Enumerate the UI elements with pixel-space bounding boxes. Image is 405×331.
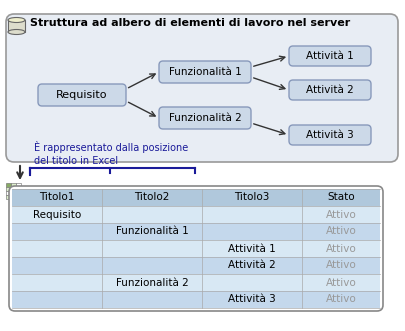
Text: Attività 1: Attività 1 <box>305 51 353 61</box>
Text: Requisito: Requisito <box>56 90 107 100</box>
Bar <box>301 274 379 291</box>
Bar <box>102 206 202 223</box>
Text: Attività 3: Attività 3 <box>228 295 275 305</box>
Bar <box>11 195 16 199</box>
Bar <box>11 187 16 191</box>
FancyBboxPatch shape <box>38 84 126 106</box>
Bar <box>16 183 21 187</box>
Text: Attività 3: Attività 3 <box>305 130 353 140</box>
Text: Funzionalità 1: Funzionalità 1 <box>168 67 241 77</box>
Bar <box>16 191 21 195</box>
Bar <box>202 291 301 308</box>
Bar <box>301 240 379 257</box>
Bar <box>102 223 202 240</box>
Bar <box>102 189 202 206</box>
Bar <box>202 189 301 206</box>
Text: È rappresentato dalla posizione
del titolo in Excel: È rappresentato dalla posizione del tito… <box>34 141 188 166</box>
Text: Attività 1: Attività 1 <box>228 244 275 254</box>
Bar <box>6 187 11 191</box>
Text: Struttura ad albero di elementi di lavoro nel server: Struttura ad albero di elementi di lavor… <box>30 18 350 28</box>
Bar <box>12 274 102 291</box>
FancyBboxPatch shape <box>288 80 370 100</box>
FancyBboxPatch shape <box>9 186 382 311</box>
FancyBboxPatch shape <box>159 107 250 129</box>
Bar <box>301 189 379 206</box>
Bar <box>12 240 102 257</box>
Bar <box>11 191 16 195</box>
Bar <box>16 187 21 191</box>
Bar <box>12 291 102 308</box>
Bar <box>202 240 301 257</box>
Text: Attivo: Attivo <box>325 260 356 270</box>
Text: Titolo3: Titolo3 <box>234 193 269 203</box>
FancyBboxPatch shape <box>6 14 397 162</box>
FancyBboxPatch shape <box>8 20 25 32</box>
Text: Attivo: Attivo <box>325 295 356 305</box>
FancyBboxPatch shape <box>288 46 370 66</box>
Text: Titolo1: Titolo1 <box>39 193 75 203</box>
Bar <box>202 206 301 223</box>
Text: Attività 2: Attività 2 <box>305 85 353 95</box>
Bar <box>11 183 16 187</box>
Bar <box>301 257 379 274</box>
Text: Titolo2: Titolo2 <box>134 193 169 203</box>
Bar <box>12 206 102 223</box>
Ellipse shape <box>8 18 25 23</box>
Bar <box>12 223 102 240</box>
Bar <box>301 223 379 240</box>
Text: Attivo: Attivo <box>325 277 356 288</box>
Bar <box>102 240 202 257</box>
Text: Stato: Stato <box>326 193 354 203</box>
Bar <box>16 195 21 199</box>
Text: Attivo: Attivo <box>325 226 356 237</box>
Bar <box>202 274 301 291</box>
Bar <box>102 257 202 274</box>
Text: Funzionalità 1: Funzionalità 1 <box>115 226 188 237</box>
FancyBboxPatch shape <box>159 61 250 83</box>
Bar <box>12 189 102 206</box>
Bar <box>6 195 11 199</box>
Bar <box>12 257 102 274</box>
Text: Attivo: Attivo <box>325 244 356 254</box>
FancyBboxPatch shape <box>288 125 370 145</box>
Ellipse shape <box>8 29 25 34</box>
Bar <box>301 206 379 223</box>
Bar <box>202 223 301 240</box>
Bar <box>202 257 301 274</box>
Text: Requisito: Requisito <box>33 210 81 219</box>
Bar <box>102 291 202 308</box>
Text: Funzionalità 2: Funzionalità 2 <box>168 113 241 123</box>
Text: Funzionalità 2: Funzionalità 2 <box>115 277 188 288</box>
Bar <box>6 191 11 195</box>
Bar <box>6 183 11 187</box>
Bar <box>102 274 202 291</box>
Text: Attivo: Attivo <box>325 210 356 219</box>
Bar <box>301 291 379 308</box>
Text: Attività 2: Attività 2 <box>228 260 275 270</box>
